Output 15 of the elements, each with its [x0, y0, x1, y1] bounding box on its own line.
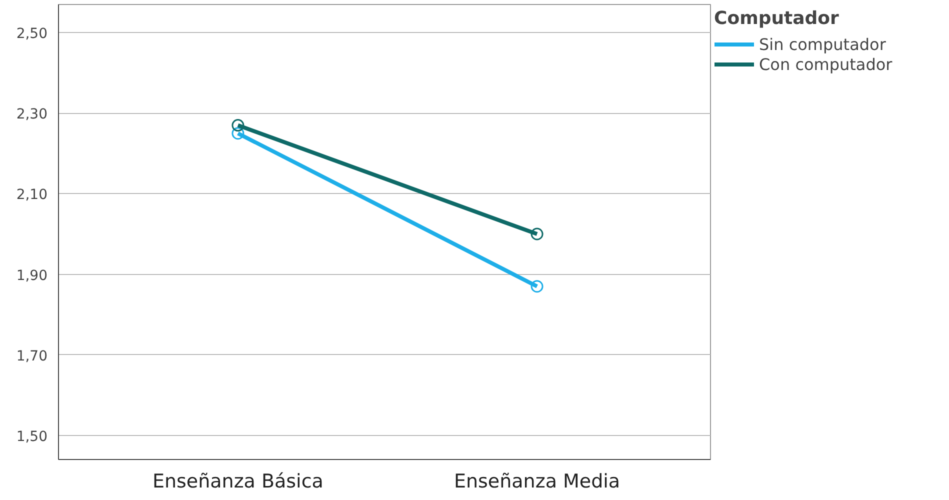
y-tick-label: 2,10 — [16, 187, 48, 204]
x-tick-label: Enseñanza Media — [454, 470, 620, 492]
y-tick-label: 1,70 — [16, 348, 48, 364]
legend-title: Computador — [714, 8, 840, 29]
legend-label: Con computador — [759, 54, 892, 74]
y-tick-label: 1,90 — [16, 268, 48, 284]
point — [530, 280, 544, 293]
point — [232, 119, 244, 132]
y-tick-label: 1,50 — [16, 428, 48, 445]
x-tick-label: Enseñanza Básica — [152, 470, 324, 492]
y-tick-label: 2,30 — [16, 106, 48, 123]
legend-label: Sin computador — [759, 34, 886, 54]
point — [530, 228, 544, 240]
y-tick-label: 2,50 — [16, 26, 48, 42]
point — [232, 127, 244, 140]
